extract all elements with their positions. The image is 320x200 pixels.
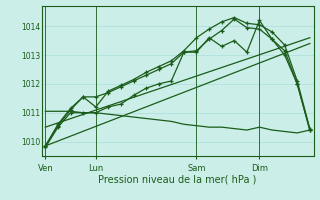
X-axis label: Pression niveau de la mer( hPa ): Pression niveau de la mer( hPa ) [99, 174, 257, 184]
